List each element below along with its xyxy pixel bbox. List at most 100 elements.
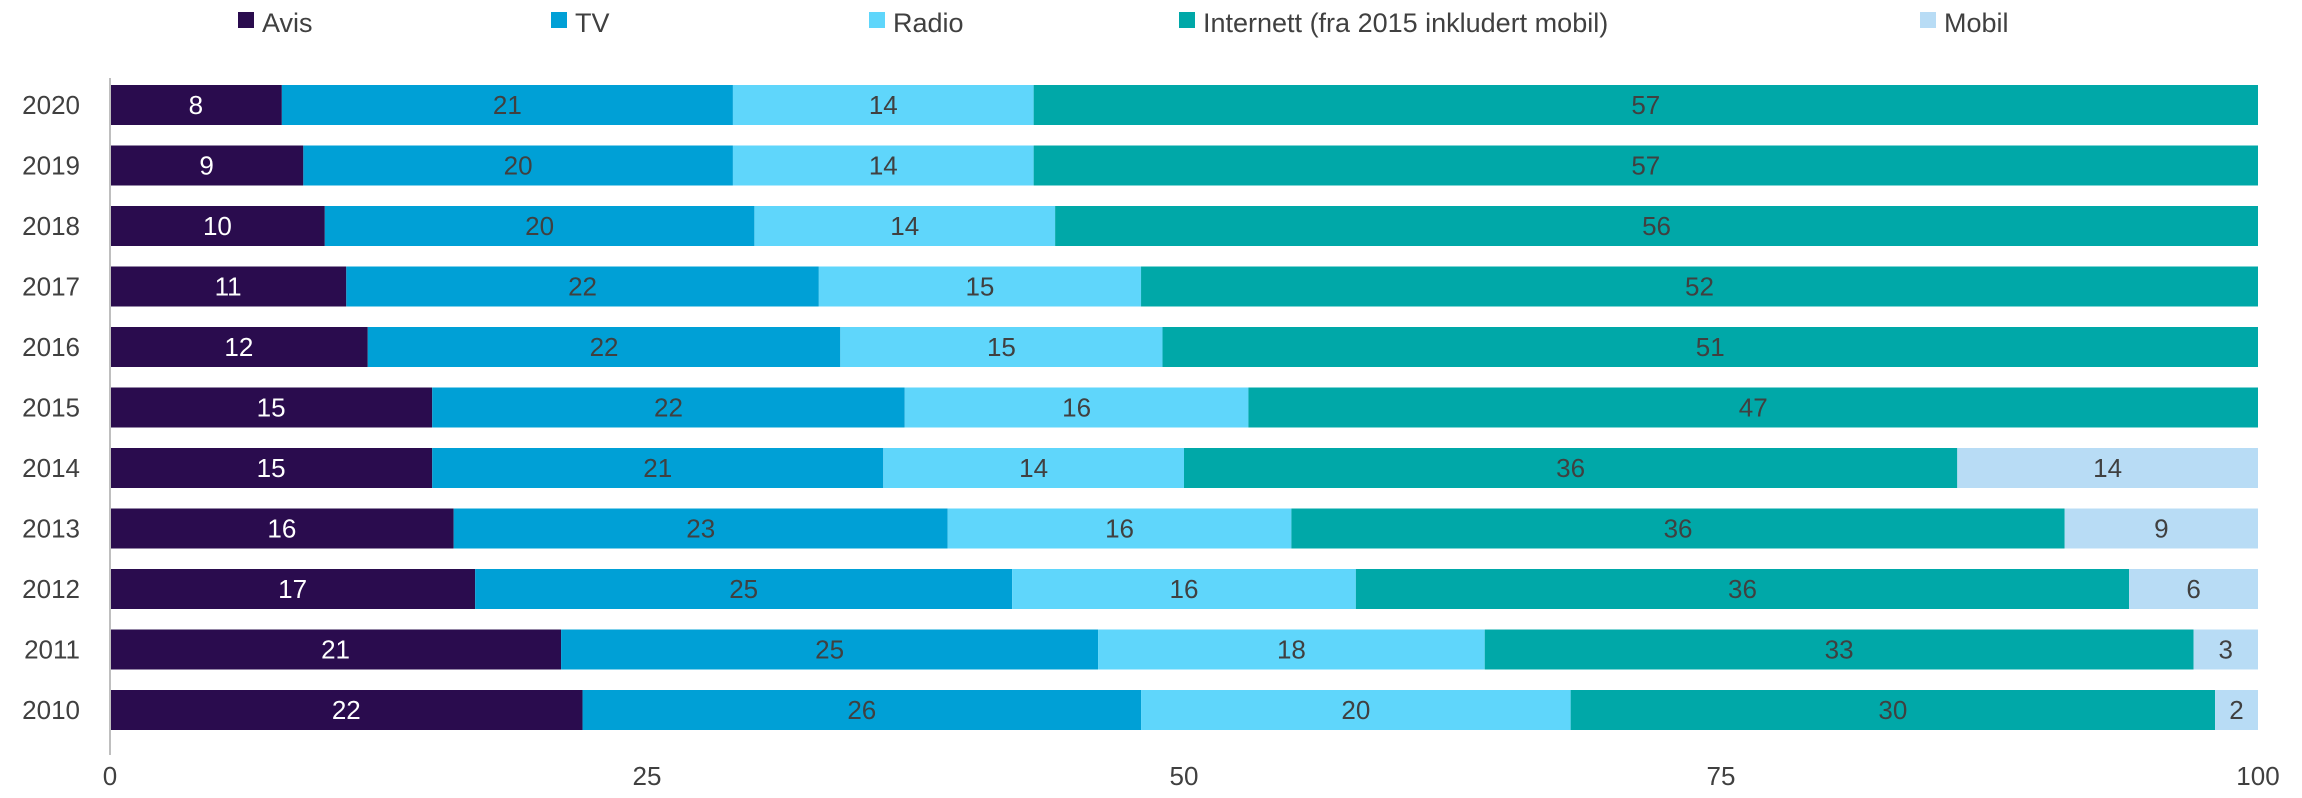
bar-segment-mobil — [2064, 508, 2258, 549]
y-tick-label: 2020 — [22, 90, 80, 120]
x-tick-label: 100 — [2236, 761, 2279, 791]
data-label: 23 — [686, 514, 715, 544]
bar-segment-radio — [1141, 690, 1571, 730]
bar-segment-tv — [367, 327, 841, 367]
legend-item-internett-fra-2015-inkludert-mobil: Internett (fra 2015 inkludert mobil) — [1179, 8, 1608, 38]
legend-label: Internett (fra 2015 inkludert mobil) — [1203, 8, 1608, 38]
data-label: 15 — [987, 332, 1016, 362]
bar-segment-mobil — [2193, 629, 2258, 670]
legend-swatch — [551, 12, 567, 28]
y-tick-label: 2012 — [22, 574, 80, 604]
bar-segment-tv — [475, 569, 1013, 609]
bar-segment-avis — [110, 508, 454, 549]
data-label: 21 — [321, 635, 350, 665]
data-label: 57 — [1631, 151, 1660, 181]
data-label: 51 — [1696, 332, 1725, 362]
legend-label: Avis — [262, 8, 313, 38]
bar-segment-internett-fra-2015-inkludert-mobil — [1355, 569, 2130, 609]
bar-segment-avis — [110, 266, 347, 307]
bar-segment-tv — [432, 448, 884, 488]
legend-item-tv: TV — [551, 8, 610, 38]
bar-segment-mobil — [2215, 690, 2258, 730]
bar-segment-tv — [346, 266, 819, 307]
bars — [110, 85, 2258, 730]
data-label: 36 — [1556, 453, 1585, 483]
data-label: 21 — [493, 90, 522, 120]
bar-segment-internett-fra-2015-inkludert-mobil — [1033, 145, 2258, 186]
data-label: 22 — [332, 695, 361, 725]
data-label: 14 — [2093, 453, 2122, 483]
data-label: 47 — [1739, 393, 1768, 423]
x-axis-tick-labels: 0 25 50 75 100 — [103, 761, 2280, 791]
y-tick-label: 2016 — [22, 332, 80, 362]
bar-segment-mobil — [1957, 448, 2258, 488]
bar-segment-internett-fra-2015-inkludert-mobil — [1141, 266, 2258, 307]
data-label: 18 — [1277, 635, 1306, 665]
bar-segment-avis — [110, 629, 562, 670]
bar-segment-internett-fra-2015-inkludert-mobil — [1570, 690, 2216, 730]
bar-segment-internett-fra-2015-inkludert-mobil — [1033, 85, 2258, 125]
legend-label: Radio — [893, 8, 964, 38]
y-tick-label: 2019 — [22, 151, 80, 181]
data-label: 30 — [1878, 695, 1907, 725]
data-label: 36 — [1664, 514, 1693, 544]
bar-segment-avis — [110, 85, 282, 125]
data-label: 20 — [504, 151, 533, 181]
y-tick-label: 2018 — [22, 211, 80, 241]
y-axis-tick-labels: 2020 2019 2018 2017 2016 2015 2014 2013 2012 2011… — [22, 90, 80, 725]
bar-segment-internett-fra-2015-inkludert-mobil — [1248, 387, 2258, 428]
data-label: 15 — [965, 272, 994, 302]
bar-segment-internett-fra-2015-inkludert-mobil — [1291, 508, 2065, 549]
legend-item-radio: Radio — [869, 8, 964, 38]
bar-segment-internett-fra-2015-inkludert-mobil — [1184, 448, 1958, 488]
y-tick-label: 2015 — [22, 393, 80, 423]
data-label: 52 — [1685, 272, 1714, 302]
bar-segment-tv — [432, 387, 905, 428]
bar-segment-internett-fra-2015-inkludert-mobil — [1484, 629, 2194, 670]
data-label: 9 — [2154, 514, 2168, 544]
data-label: 2 — [2229, 695, 2243, 725]
data-label: 14 — [869, 151, 898, 181]
data-label: 15 — [257, 393, 286, 423]
bar-segment-tv — [324, 206, 755, 246]
data-label: 16 — [1105, 514, 1134, 544]
bar-segment-avis — [110, 327, 368, 367]
bar-segment-radio — [754, 206, 1056, 246]
y-tick-label: 2014 — [22, 453, 80, 483]
bar-segment-avis — [110, 145, 304, 186]
data-label: 14 — [1019, 453, 1048, 483]
bar-segment-avis — [110, 690, 583, 730]
bar-segment-tv — [303, 145, 733, 186]
data-label: 22 — [590, 332, 619, 362]
legend-swatch — [869, 12, 885, 28]
data-label: 16 — [267, 514, 296, 544]
data-label: 16 — [1170, 574, 1199, 604]
x-tick-label: 25 — [633, 761, 662, 791]
legend: Avis TV Radio Internett (fra 2015 inkludert… — [238, 8, 2009, 38]
data-label: 25 — [815, 635, 844, 665]
bar-segment-mobil — [2129, 569, 2258, 609]
bar-segment-radio — [883, 448, 1184, 488]
bar-segment-radio — [818, 266, 1142, 307]
bar-segment-tv — [582, 690, 1142, 730]
legend-label: Mobil — [1944, 8, 2009, 38]
data-label: 8 — [189, 90, 203, 120]
bar-segment-tv — [281, 85, 733, 125]
y-tick-label: 2011 — [24, 635, 80, 665]
bar-segment-internett-fra-2015-inkludert-mobil — [1162, 327, 2258, 367]
data-label: 26 — [847, 695, 876, 725]
data-labels: 8 21 14 57 9 20 14 57 10 20 14 56 11 22 15 52 12 22 15 51 15… — [189, 90, 2244, 725]
data-label: 33 — [1825, 635, 1854, 665]
bar-segment-tv — [453, 508, 948, 549]
bar-segment-radio — [732, 85, 1034, 125]
bar-segment-radio — [904, 387, 1249, 428]
x-tick-label: 75 — [1707, 761, 1736, 791]
bar-segment-radio — [1012, 569, 1356, 609]
data-label: 16 — [1062, 393, 1091, 423]
data-label: 56 — [1642, 211, 1671, 241]
y-tick-label: 2013 — [22, 514, 80, 544]
data-label: 15 — [257, 453, 286, 483]
data-label: 20 — [525, 211, 554, 241]
